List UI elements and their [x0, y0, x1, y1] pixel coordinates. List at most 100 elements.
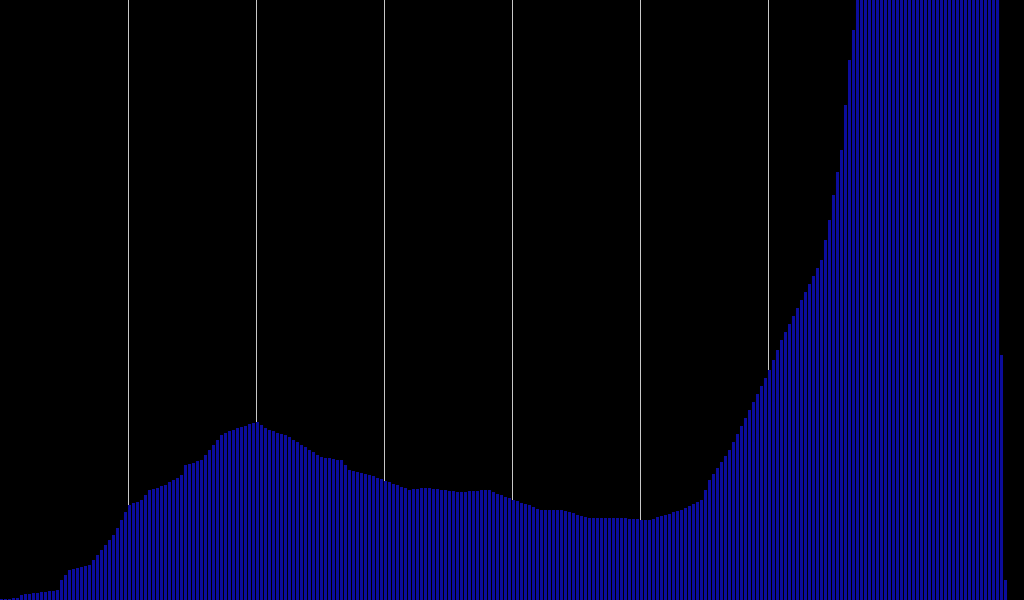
histogram-bar: [544, 510, 547, 600]
histogram-bar: [460, 492, 463, 600]
histogram-bar: [100, 550, 103, 600]
histogram-bar: [168, 482, 171, 600]
histogram-bar: [560, 510, 563, 600]
histogram-bar: [404, 488, 407, 600]
histogram-bar: [220, 435, 223, 600]
histogram-bar: [416, 489, 419, 600]
histogram-bar: [904, 0, 907, 600]
histogram-bar: [512, 500, 515, 600]
histogram-bar: [804, 292, 807, 600]
histogram-bar: [780, 340, 783, 600]
histogram-bar: [156, 488, 159, 600]
histogram-bar: [356, 472, 359, 600]
histogram-bar: [60, 580, 63, 600]
histogram-bar: [424, 488, 427, 600]
histogram-bar: [672, 512, 675, 600]
histogram-bar: [232, 430, 235, 600]
histogram-bar: [128, 505, 131, 600]
histogram-bar: [600, 518, 603, 600]
histogram-bar: [824, 240, 827, 600]
histogram-bar: [204, 455, 207, 600]
histogram-bar: [376, 478, 379, 600]
histogram-bar: [696, 502, 699, 600]
histogram-bar: [172, 480, 175, 600]
histogram-bar: [732, 442, 735, 600]
histogram-bar: [640, 520, 643, 600]
histogram-bar: [604, 518, 607, 600]
histogram-bar: [768, 370, 771, 600]
histogram-bar: [720, 462, 723, 600]
histogram-bar: [736, 434, 739, 600]
histogram-bar: [552, 510, 555, 600]
histogram-bar: [88, 565, 91, 600]
histogram-bar: [444, 490, 447, 600]
histogram-bar: [1004, 580, 1007, 600]
histogram-bar: [388, 482, 391, 600]
histogram-bar: [148, 490, 151, 600]
histogram-bar: [956, 0, 959, 600]
histogram-bar: [436, 489, 439, 600]
histogram-bar: [112, 535, 115, 600]
histogram-bar: [1000, 355, 1003, 600]
histogram-bar: [236, 428, 239, 600]
histogram-bar: [532, 507, 535, 600]
histogram-bar: [668, 514, 671, 600]
histogram-bar: [372, 476, 375, 600]
histogram-bar: [472, 491, 475, 600]
histogram-bar: [328, 458, 331, 600]
histogram-bar: [644, 520, 647, 600]
histogram-bar: [180, 475, 183, 600]
histogram-bar: [20, 595, 23, 600]
histogram-bar: [856, 0, 859, 600]
histogram-bar: [712, 474, 715, 600]
histogram-bar: [392, 484, 395, 600]
histogram-bar: [280, 434, 283, 600]
histogram-bar: [184, 465, 187, 600]
histogram-bar: [988, 0, 991, 600]
histogram-bar: [412, 489, 415, 600]
histogram-bar: [160, 486, 163, 600]
histogram-bar: [292, 440, 295, 600]
histogram-bar: [28, 594, 31, 600]
histogram-bar: [284, 435, 287, 600]
histogram-bar: [380, 479, 383, 600]
histogram-bar: [140, 500, 143, 600]
histogram-bar: [252, 423, 255, 600]
histogram-bar: [972, 0, 975, 600]
histogram-bar: [432, 489, 435, 600]
histogram-bar: [396, 485, 399, 600]
histogram-bar: [320, 457, 323, 600]
histogram-bar: [104, 545, 107, 600]
histogram-bar: [120, 520, 123, 600]
histogram-bar: [708, 480, 711, 600]
histogram-bar: [628, 519, 631, 600]
histogram-bar: [692, 504, 695, 600]
histogram-bar: [324, 458, 327, 600]
histogram-bar: [340, 460, 343, 600]
histogram-bar: [596, 518, 599, 600]
histogram-bar: [464, 492, 467, 600]
histogram-bar: [192, 463, 195, 600]
histogram-bar: [448, 491, 451, 600]
histogram-bar: [348, 470, 351, 600]
histogram-bar: [992, 0, 995, 600]
histogram-bar: [880, 0, 883, 600]
histogram-bar: [76, 568, 79, 600]
histogram-bar: [960, 0, 963, 600]
histogram-bar: [300, 445, 303, 600]
histogram-bar: [504, 497, 507, 600]
histogram-bar: [188, 464, 191, 600]
histogram-bar: [808, 284, 811, 600]
histogram-bar: [484, 490, 487, 600]
histogram-bar: [616, 518, 619, 600]
histogram-bar: [248, 424, 251, 600]
histogram-bar: [636, 519, 639, 600]
histogram-bar: [564, 511, 567, 600]
histogram-bar: [316, 455, 319, 600]
histogram-bar: [816, 268, 819, 600]
histogram-bar: [80, 567, 83, 600]
histogram-bar: [876, 0, 879, 600]
histogram-bar: [524, 504, 527, 600]
histogram-bar: [64, 575, 67, 600]
